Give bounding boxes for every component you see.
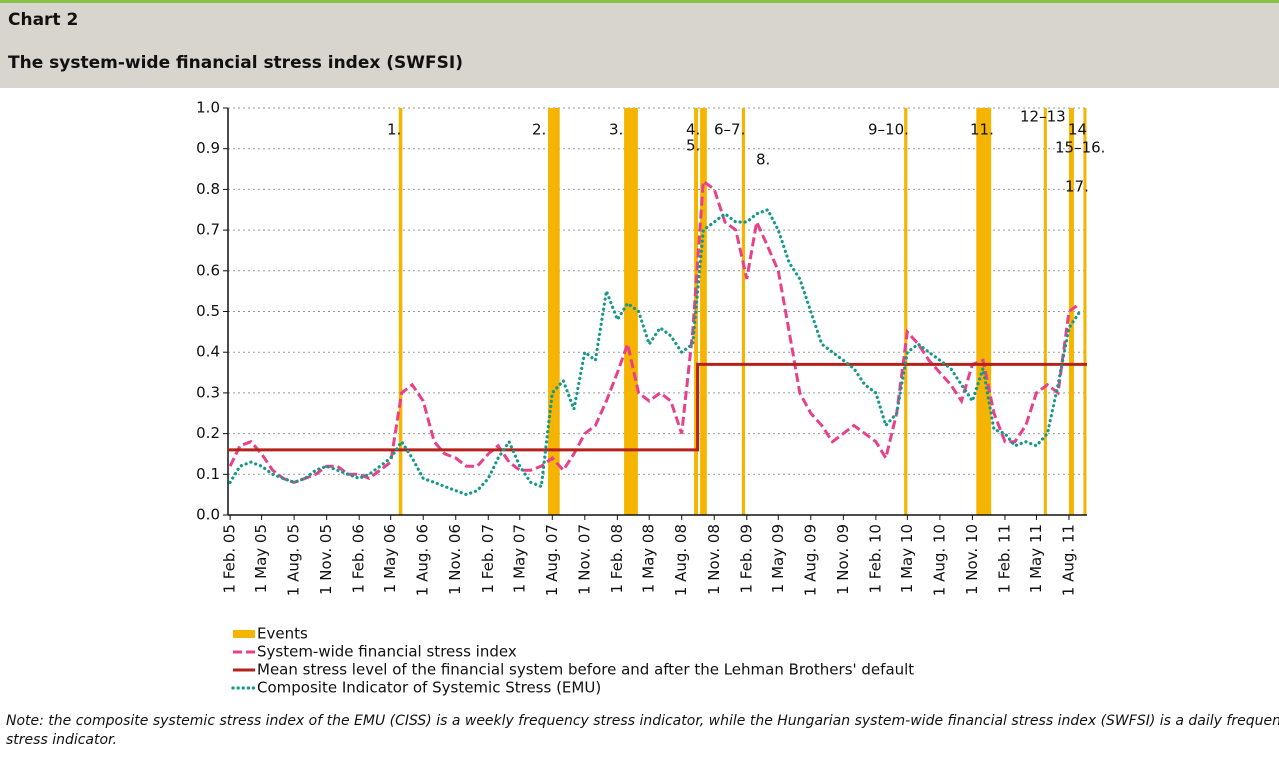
y-tick-label: 0.8: [196, 180, 220, 198]
x-tick-label: 1 Feb. 05: [221, 524, 239, 594]
event-band: [398, 108, 403, 515]
event-band: [1083, 108, 1087, 515]
x-tick-label: 1 Aug. 07: [543, 524, 561, 596]
chart: 0.0 0.1 0.2 0.3 0.4 0.5 0.6 0.7 0.8 0.9 1.0 1. 2. 3. 4…: [196, 99, 1105, 697]
x-tick-label: 1 Nov. 09: [834, 524, 852, 595]
x-tick-label: 1 Feb. 09: [737, 524, 755, 594]
legend-label: System-wide financial stress index: [257, 643, 517, 661]
chart-title: The system-wide financial stress index (…: [8, 53, 463, 73]
event-label: 8.: [756, 151, 770, 169]
event-label: 2.: [532, 121, 546, 139]
y-tick-label: 0.2: [196, 424, 220, 442]
legend-label: Mean stress level of the financial syste…: [257, 661, 914, 679]
x-tick-label: 1 May 09: [769, 524, 787, 593]
x-tick-label: 1 May 06: [381, 524, 399, 593]
event-label: 14: [1068, 121, 1087, 139]
y-tick-label: 0.0: [196, 506, 220, 524]
event-label: 9–10.: [868, 121, 909, 139]
event-band: [548, 108, 560, 515]
y-tick-label: 0.6: [196, 261, 220, 279]
event-band: [741, 108, 746, 515]
event-band: [700, 108, 707, 515]
x-tick-label: 1 Aug. 11: [1059, 524, 1077, 596]
series-line: [228, 362, 1087, 452]
legend-label: Composite Indicator of Systemic Stress (…: [257, 679, 601, 697]
event-band: [1043, 108, 1047, 515]
chart-label: Chart 2: [8, 10, 79, 30]
header: Chart 2 The system-wide financial stress…: [0, 0, 1279, 88]
y-tick-label: 0.5: [196, 302, 220, 320]
x-tick-label: 1 Feb. 06: [350, 524, 368, 594]
event-band: [624, 108, 638, 515]
x-tick-label: 1 May 08: [640, 524, 658, 593]
note: Note: the composite systemic stress inde…: [6, 713, 1279, 748]
event-label: 5.: [686, 137, 700, 155]
x-tick-label: 1 Feb. 10: [866, 524, 884, 594]
x-tick-label: 1 Nov. 05: [317, 524, 335, 595]
event-label: 1.: [387, 121, 401, 139]
x-tick-label: 1 Nov. 10: [963, 524, 981, 595]
y-tick-label: 1.0: [196, 99, 220, 117]
x-tick-label: 1 Nov. 06: [446, 524, 464, 595]
x-tick-label: 1 May 07: [510, 524, 528, 593]
event-label: 11.: [970, 121, 994, 139]
x-tick-label: 1 May 11: [1027, 524, 1045, 593]
event-label: 15–16.: [1055, 139, 1105, 157]
y-tick-label: 0.4: [196, 343, 220, 361]
x-tick-label: 1 May 10: [898, 524, 916, 593]
event-label: 3.: [609, 121, 623, 139]
event-band: [976, 108, 992, 515]
x-tick-label: 1 Nov. 08: [705, 524, 723, 595]
event-label: 17.: [1065, 178, 1089, 196]
series-line: [228, 178, 1081, 484]
x-tick-label: 1 Feb. 07: [479, 524, 497, 594]
event-label: 6–7.: [714, 121, 745, 139]
y-tick-label: 0.9: [196, 139, 220, 157]
x-tick-label: 1 Feb. 08: [608, 524, 626, 594]
event-band: [904, 108, 908, 515]
legend-swatch: [233, 630, 255, 638]
event-label: 4.: [686, 121, 700, 139]
y-tick-label: 0.3: [196, 383, 220, 401]
x-tick-label: 1 May 05: [252, 524, 270, 593]
x-tick-label: 1 Aug. 10: [930, 524, 948, 596]
x-tick-label: 1 Feb. 11: [995, 524, 1013, 594]
series-line: [228, 207, 1082, 497]
x-tick-label: 1 Aug. 09: [801, 524, 819, 596]
x-tick-label: 1 Nov. 07: [575, 524, 593, 595]
legend-label: Events: [257, 625, 308, 643]
y-tick-label: 0.7: [196, 221, 220, 239]
x-tick-label: 1 Aug. 08: [672, 524, 690, 596]
event-label: 12–13: [1020, 108, 1066, 126]
y-tick-label: 0.1: [196, 465, 220, 483]
x-tick-label: 1 Aug. 06: [414, 524, 432, 596]
x-tick-label: 1 Aug. 05: [285, 524, 303, 596]
